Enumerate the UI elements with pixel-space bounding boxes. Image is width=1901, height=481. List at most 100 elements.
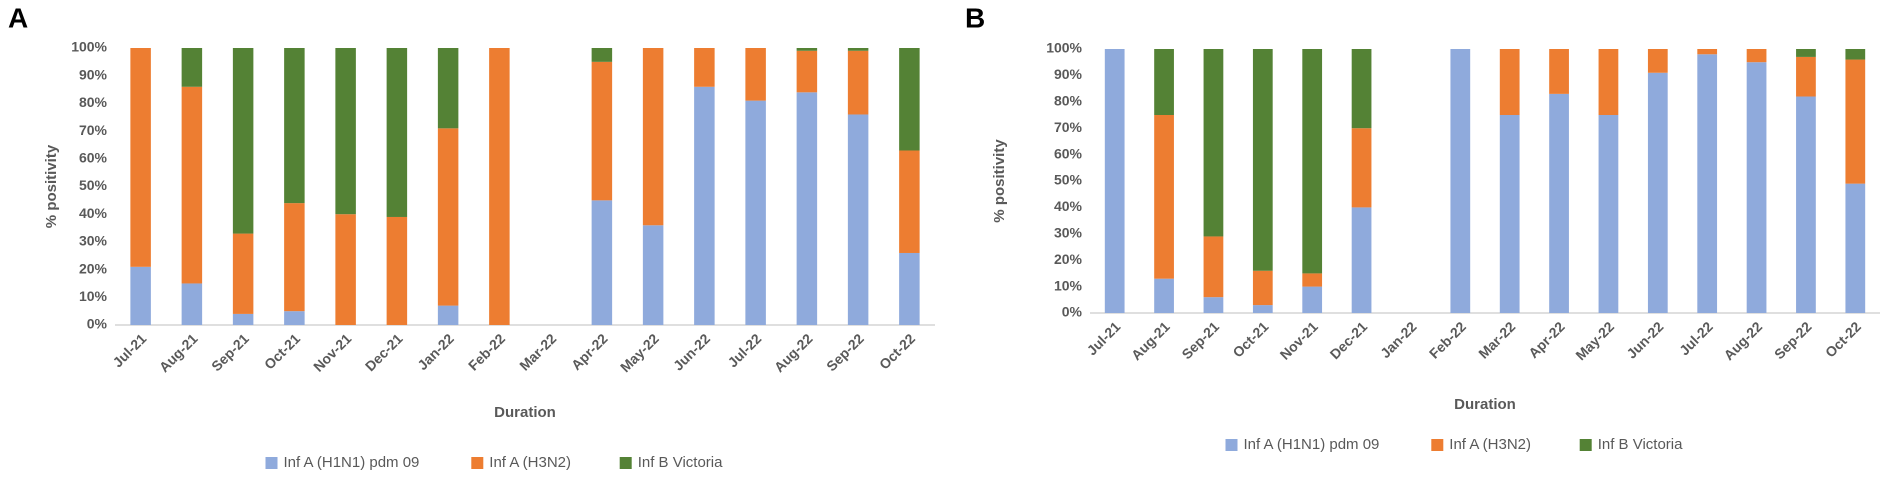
bar-segment	[1598, 115, 1619, 313]
bar-segment	[745, 100, 766, 325]
x-tick-label: Aug-21	[156, 330, 201, 375]
y-tick-label: 100%	[1046, 40, 1082, 56]
x-tick-label: Sep-22	[823, 330, 867, 374]
bar-segment	[130, 48, 151, 267]
x-tick-label: Aug-22	[1720, 318, 1765, 363]
y-tick-label: 90%	[1054, 66, 1083, 82]
bar-segment	[181, 283, 203, 325]
bar-segment	[437, 128, 459, 306]
bar-segment	[1845, 59, 1866, 184]
bar-segment	[284, 48, 305, 204]
y-tick-label: 30%	[79, 233, 108, 249]
bar-segment	[1598, 49, 1619, 115]
bar-segment	[1746, 62, 1767, 314]
x-axis-title: Duration	[1454, 396, 1516, 413]
bar-segment	[1252, 49, 1273, 271]
bar-segment	[1351, 49, 1372, 129]
bar-segment	[1499, 115, 1520, 313]
legend-label: Inf A (H3N2)	[1449, 436, 1531, 453]
y-tick-label: 30%	[1054, 225, 1083, 241]
legend-label: Inf A (H1N1) pdm 09	[1244, 436, 1380, 453]
x-tick-label: Oct-22	[876, 330, 918, 372]
bar-segment	[847, 114, 869, 325]
legend-label: Inf A (H3N2)	[489, 454, 571, 471]
bar-segment	[1845, 183, 1866, 313]
bar-segment	[1203, 49, 1224, 237]
bar-segment	[1302, 49, 1323, 274]
x-tick-label: Feb-22	[1426, 318, 1469, 361]
x-tick-label: Oct-21	[261, 330, 303, 372]
x-tick-label: Jun-22	[670, 330, 713, 373]
bar-segment	[899, 252, 920, 325]
bar-segment	[335, 48, 356, 215]
bar-segment	[1647, 49, 1668, 73]
legend-swatch	[1225, 439, 1238, 451]
x-tick-label: Jul-21	[109, 330, 149, 370]
bar-segment	[642, 225, 664, 325]
bar-segment	[437, 305, 459, 325]
legend-swatch	[471, 457, 484, 469]
bar-segment	[1104, 49, 1125, 313]
legend-label: Inf B Victoria	[638, 454, 723, 471]
x-tick-label: Jul-21	[1083, 318, 1123, 358]
bar-segment	[232, 313, 254, 325]
bar-segment	[232, 233, 254, 314]
x-axis-title: Duration	[494, 404, 556, 421]
y-tick-label: 10%	[79, 288, 108, 304]
panel-label: B	[965, 2, 985, 33]
bar-segment	[591, 61, 613, 201]
bar-segment	[847, 48, 869, 51]
bar-segment	[1796, 49, 1816, 57]
y-tick-label: 0%	[87, 316, 108, 332]
y-tick-label: 70%	[79, 122, 108, 138]
legend-swatch	[619, 457, 632, 469]
x-tick-label: Dec-21	[1327, 318, 1371, 362]
bar-segment	[1845, 49, 1866, 60]
x-tick-label: Jul-22	[724, 330, 764, 370]
bar-segment	[386, 48, 408, 217]
x-tick-label: Dec-21	[362, 330, 406, 374]
x-tick-label: Aug-22	[771, 330, 816, 375]
bar-segment	[1351, 128, 1372, 208]
x-tick-label: Sep-22	[1771, 318, 1815, 362]
x-tick-label: Nov-21	[1277, 318, 1321, 362]
legend-label: Inf A (H1N1) pdm 09	[284, 454, 420, 471]
y-tick-label: 40%	[1054, 198, 1083, 214]
y-tick-label: 10%	[1054, 277, 1083, 293]
bar-segment	[1252, 270, 1273, 306]
bar-segment	[1647, 72, 1668, 313]
y-tick-label: 40%	[79, 205, 108, 221]
y-tick-label: 60%	[1054, 145, 1083, 161]
bar-segment	[1203, 297, 1224, 313]
x-tick-label: Sep-21	[208, 330, 252, 374]
y-tick-label: 80%	[79, 94, 108, 110]
y-axis-title: % positivity	[43, 144, 60, 228]
bar-segment	[335, 214, 356, 325]
bar-segment	[181, 86, 203, 284]
y-tick-label: 100%	[71, 39, 107, 55]
y-tick-label: 90%	[79, 66, 108, 82]
legend-swatch	[1579, 439, 1592, 451]
x-tick-label: Aug-21	[1128, 318, 1173, 363]
y-tick-label: 20%	[79, 260, 108, 276]
legend-swatch	[265, 457, 278, 469]
bar-segment	[796, 48, 818, 51]
bar-segment	[847, 50, 869, 115]
legend-label: Inf B Victoria	[1598, 436, 1683, 453]
panel-label: A	[8, 2, 28, 33]
bar-segment	[1796, 56, 1816, 97]
bar-segment	[1252, 305, 1273, 313]
x-tick-label: Nov-21	[310, 330, 354, 374]
legend-swatch	[1431, 439, 1444, 451]
y-tick-label: 0%	[1062, 304, 1083, 320]
bar-segment	[284, 311, 305, 325]
bar-segment	[1549, 49, 1569, 94]
x-tick-label: Mar-22	[1475, 318, 1518, 361]
bar-segment	[232, 48, 254, 234]
bar-segment	[899, 150, 920, 253]
bar-segment	[1697, 54, 1718, 313]
bar-segment	[1549, 93, 1569, 313]
x-tick-label: Oct-22	[1822, 318, 1864, 360]
x-tick-label: Feb-22	[465, 330, 508, 373]
bar-segment	[796, 50, 818, 93]
